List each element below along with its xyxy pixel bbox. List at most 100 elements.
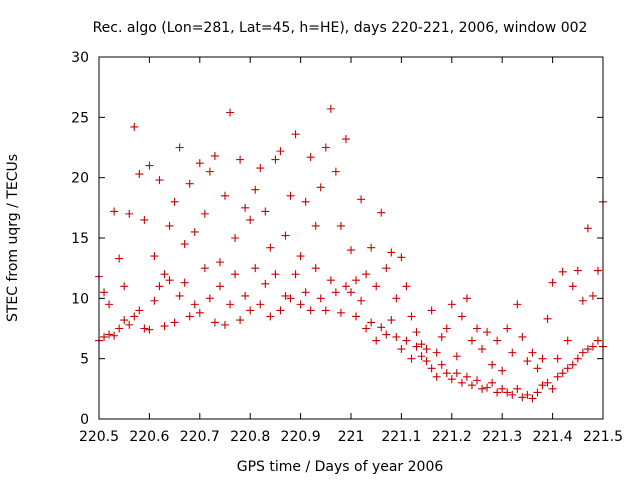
data-point <box>548 384 557 393</box>
data-point <box>180 278 189 287</box>
data-point <box>226 300 235 309</box>
data-point <box>387 316 396 325</box>
data-point <box>473 324 481 333</box>
data-point <box>316 183 325 192</box>
data-point <box>301 288 310 297</box>
data-point <box>447 300 456 309</box>
data-point <box>442 324 451 333</box>
axes: 220.5 220.6 220.7 220.8 220.9 221 221.1 221.2 22… <box>71 50 623 445</box>
data-point <box>422 357 431 366</box>
data-point <box>236 155 245 164</box>
data-point <box>200 209 209 218</box>
data-point <box>392 332 401 341</box>
data-point <box>195 159 204 168</box>
x-tick-label: 220.8 <box>230 429 270 445</box>
data-point <box>457 378 466 387</box>
data-point <box>306 306 315 315</box>
data-point <box>347 288 355 297</box>
data-point <box>321 306 330 315</box>
data-point <box>417 340 426 349</box>
y-tick-label: 15 <box>71 231 89 247</box>
data-point <box>538 354 547 363</box>
data-point <box>175 291 184 300</box>
data-point <box>528 348 537 357</box>
data-point <box>150 252 159 261</box>
data-point <box>160 270 169 279</box>
data-point <box>442 369 451 378</box>
data-point <box>498 366 507 375</box>
data-point <box>372 282 381 291</box>
data-point <box>578 296 587 305</box>
data-point <box>175 143 184 152</box>
data-point <box>120 316 129 325</box>
data-point <box>276 147 285 156</box>
data-point <box>498 384 507 393</box>
data-point <box>311 264 320 273</box>
data-point <box>568 282 577 291</box>
data-point <box>397 253 406 262</box>
data-point <box>215 282 224 291</box>
data-point <box>503 324 512 333</box>
data-point <box>326 104 335 113</box>
data-point <box>210 318 219 327</box>
data-point <box>412 342 421 351</box>
data-point <box>467 336 476 345</box>
data-point <box>170 318 179 327</box>
data-point <box>407 354 416 363</box>
data-point <box>241 291 250 300</box>
data-point <box>583 345 592 354</box>
data-point <box>115 254 124 263</box>
data-point <box>573 266 582 275</box>
data-point <box>397 345 406 354</box>
data-point <box>553 372 562 381</box>
data-point <box>432 372 441 381</box>
data-point <box>367 243 376 252</box>
data-point <box>533 388 542 397</box>
data-point <box>105 330 114 339</box>
data-point <box>205 167 214 176</box>
data-point <box>140 324 149 333</box>
data-point <box>165 221 174 230</box>
data-point <box>311 221 320 230</box>
y-tick-label: 5 <box>80 352 89 368</box>
data-point <box>533 364 542 373</box>
data-point <box>372 336 381 345</box>
data-point <box>221 320 229 329</box>
data-point <box>362 324 371 333</box>
data-point <box>447 375 456 384</box>
data-point <box>513 384 522 393</box>
data-point <box>336 308 345 317</box>
data-point <box>588 291 597 300</box>
data-point <box>266 243 275 252</box>
data-point <box>488 360 497 369</box>
data-point <box>221 191 229 200</box>
data-point <box>538 381 547 390</box>
data-point <box>382 264 391 273</box>
data-point <box>110 331 119 340</box>
data-point <box>417 352 426 361</box>
data-point <box>528 394 537 403</box>
data-point <box>100 332 109 341</box>
data-point <box>462 294 471 303</box>
data-point <box>135 170 144 179</box>
data-point <box>110 207 119 216</box>
data-point <box>286 191 295 200</box>
x-tick-label: 221 <box>338 429 365 445</box>
data-point <box>377 323 386 332</box>
data-point <box>357 296 366 305</box>
data-point <box>316 294 325 303</box>
data-point <box>231 270 240 279</box>
data-point <box>523 357 532 366</box>
data-point <box>518 332 527 341</box>
chart-title: Rec. algo (Lon=281, Lat=45, h=HE), days … <box>93 20 588 36</box>
data-point <box>236 316 245 325</box>
data-point <box>271 155 280 164</box>
data-point <box>336 221 345 230</box>
data-point <box>276 306 285 315</box>
y-tick-label: 30 <box>71 50 89 66</box>
data-point <box>291 130 300 139</box>
data-point <box>422 345 431 354</box>
data-point <box>412 328 421 337</box>
data-point <box>261 207 270 216</box>
data-point <box>382 330 391 339</box>
